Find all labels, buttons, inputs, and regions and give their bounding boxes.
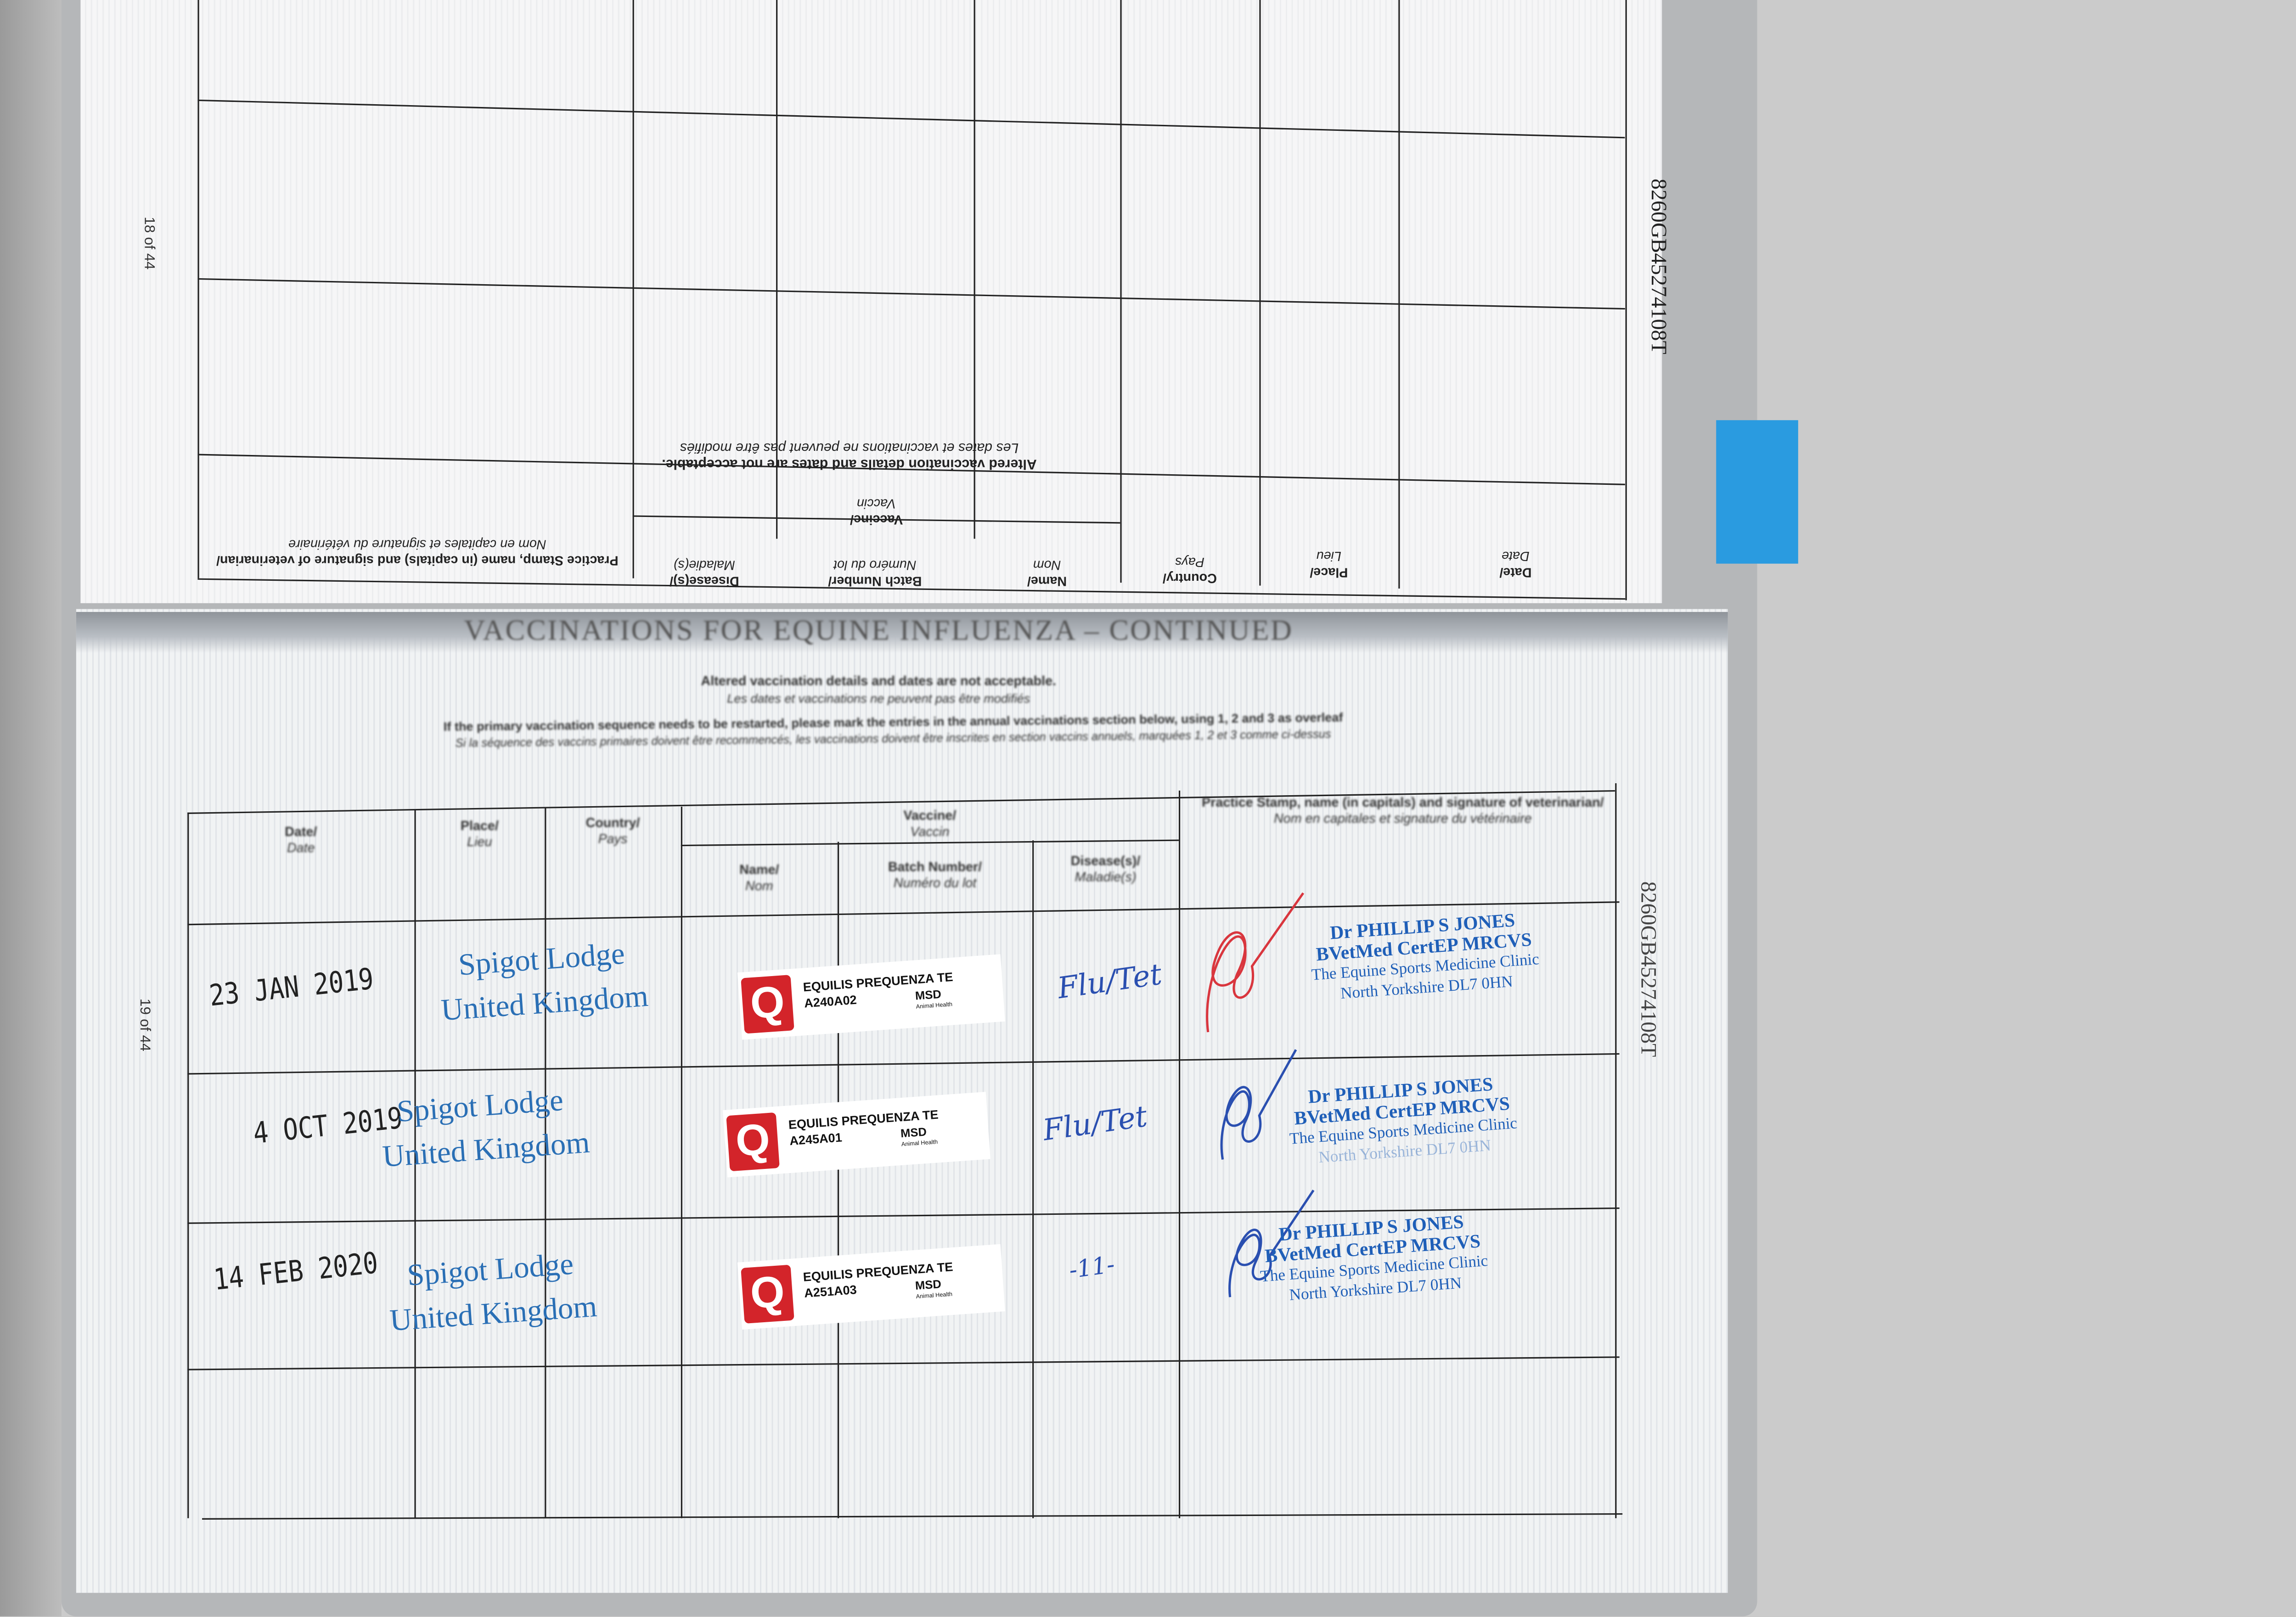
- hdr-date-fr: Date: [1502, 549, 1530, 564]
- msd-logo: MSD Animal Health: [900, 1125, 938, 1148]
- hdr-stamp: Practice Stamp, name (in capitals) and s…: [1202, 795, 1604, 810]
- hdr-batch-fr: Numéro du lot: [833, 557, 917, 573]
- hdr-disease-fr: Maladie(s): [1075, 870, 1137, 885]
- scanner-edge: [0, 0, 62, 1617]
- hdr-batch: Batch Number/: [888, 859, 982, 874]
- vet-stamp: Dr PHILLIP S JONES BVetMed CertEP MRCVS Th…: [1260, 1210, 1489, 1305]
- hdr-vaccine-fr: Vaccin: [910, 824, 950, 839]
- passport-id-top: 8260GB45274108T: [1646, 179, 1670, 354]
- entry-place: Spigot Lodge United Kingdom: [437, 930, 650, 1032]
- hdr-country-fr: Pays: [598, 831, 628, 847]
- q-logo-icon: Q: [741, 1264, 794, 1324]
- page-fold-shadow: [76, 612, 1728, 653]
- top-notice-en: Altered vaccination details and dates ar…: [662, 455, 1037, 472]
- q-logo-icon: Q: [726, 1112, 780, 1172]
- hdr-batch: Batch Number/: [828, 574, 922, 589]
- hdr-name-fr: Nom: [745, 878, 773, 893]
- msd-logo: MSD Animal Health: [915, 988, 953, 1010]
- hdr-place: Place/: [460, 818, 499, 833]
- hdr-vaccine-fr: Vaccin: [856, 496, 896, 511]
- top-header-row: Date/Date Place/Lieu Country/Pays Name/N…: [197, 439, 1625, 601]
- bookmark-tab: [1716, 420, 1798, 564]
- notice-en: Altered vaccination details and dates ar…: [701, 673, 1057, 688]
- msd-logo: MSD Animal Health: [915, 1277, 953, 1300]
- hdr-disease: Disease(s)/: [670, 574, 739, 589]
- vet-signature-blue: [1228, 1190, 1315, 1297]
- hdr-disease-fr: Maladie(s): [673, 557, 735, 573]
- q-logo-icon: Q: [741, 975, 794, 1034]
- entry-place: Spigot Lodge United Kingdom: [385, 1240, 598, 1342]
- hdr-date: Date/: [1499, 565, 1532, 580]
- hdr-place-fr: Lieu: [1316, 549, 1341, 564]
- hdr-date: Date/: [285, 824, 317, 839]
- page-number-18: 18 of 44: [141, 216, 157, 270]
- hdr-country: Country/: [1162, 571, 1217, 586]
- vet-stamp: Dr PHILLIP S JONES BVetMed CertEP MRCVS Th…: [1289, 1072, 1518, 1167]
- passport-id-bottom: 8260GB45274108T: [1635, 881, 1659, 1057]
- hdr-place: Place/: [1310, 565, 1348, 580]
- vet-signature-blue: [1220, 1049, 1297, 1160]
- hdr-disease: Disease(s)/: [1070, 853, 1141, 868]
- hdr-vaccine: Vaccine/: [903, 808, 957, 823]
- page-number-19: 19 of 44: [136, 998, 152, 1052]
- hdr-stamp-fr: Nom en capitales et signature du vétérin…: [1274, 811, 1532, 826]
- hdr-place-fr: Lieu: [467, 834, 492, 849]
- notice-fr: Les dates et vaccinations ne peuvent pas…: [727, 691, 1030, 706]
- hdr-vaccine: Vaccine/: [850, 512, 903, 527]
- hdr-name-fr: Nom: [1033, 557, 1061, 573]
- hdr-country-fr: Pays: [1175, 555, 1204, 570]
- hdr-country: Country/: [585, 815, 640, 831]
- vaccination-table: Date/Date Place/Lieu Country/Pays Vaccin…: [187, 783, 1623, 1520]
- hdr-date-fr: Date: [287, 840, 315, 855]
- vet-stamp: Dr PHILLIP S JONES BVetMed CertEP MRCVS Th…: [1311, 909, 1540, 1003]
- section-title: VACCINATIONS FOR EQUINE INFLUENZA – CONT…: [464, 615, 1294, 647]
- hdr-stamp: Practice Stamp, name (in capitals) and s…: [216, 553, 619, 568]
- page-18: Date/Date Place/Lieu Country/Pays Name/N…: [80, 0, 1669, 603]
- top-notice-fr: Les dates et vaccinations ne peuvent pas…: [680, 439, 1019, 455]
- hdr-name: Name/: [1027, 574, 1067, 589]
- vet-signature-red: [1206, 892, 1305, 1033]
- hdr-stamp-fr: Nom en capitales et signature du vétérin…: [288, 537, 546, 552]
- hdr-name: Name/: [739, 862, 779, 877]
- entry-place: Spigot Lodge United Kingdom: [378, 1076, 591, 1178]
- hdr-batch-fr: Numéro du lot: [893, 875, 977, 890]
